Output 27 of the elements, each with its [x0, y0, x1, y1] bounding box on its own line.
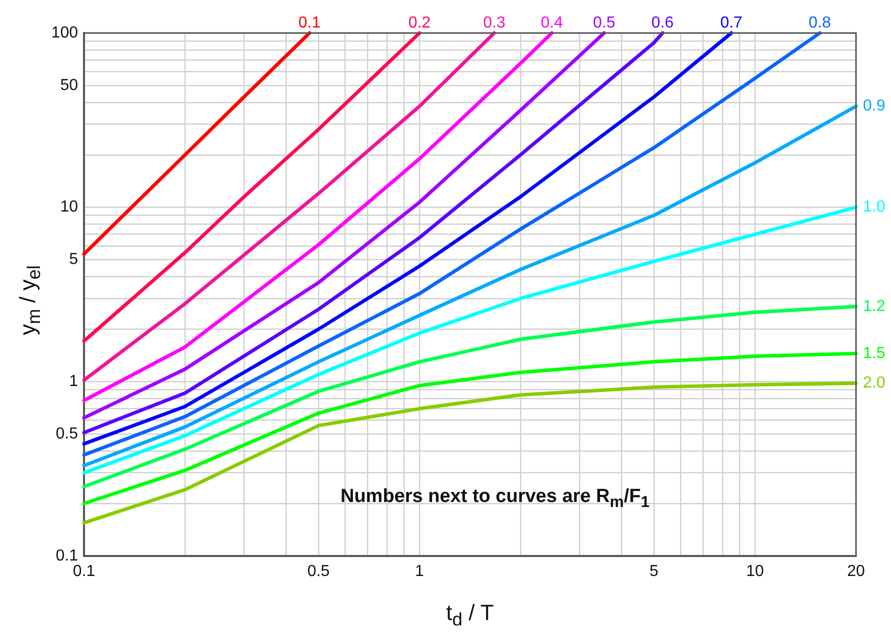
series-label: 1.0 [863, 198, 886, 216]
series-label: 0.4 [540, 14, 564, 32]
y-tick-label: 0.5 [56, 426, 78, 443]
series-label: 2.0 [863, 374, 886, 392]
y-tick-label: 1 [69, 373, 78, 390]
y-tick-label: 5 [69, 251, 78, 268]
x-tick-label: 10 [746, 563, 764, 580]
y-tick-label: 0.1 [56, 547, 78, 564]
series-label: 0.3 [483, 14, 506, 32]
series-label: 0.5 [592, 14, 616, 32]
y-tick-label: 10 [60, 198, 78, 216]
series-label: 0.1 [298, 14, 321, 32]
x-tick-label: 5 [650, 563, 659, 580]
series-label: 0.9 [863, 98, 886, 115]
y-tick-label: 50 [60, 76, 78, 94]
series-label: 0.7 [720, 14, 743, 32]
series-label: 0.8 [808, 14, 832, 32]
x-tick-label: 1 [415, 563, 424, 580]
series-label: 0.2 [408, 14, 431, 32]
x-axis-title: t$_{d}$ / T [445, 600, 495, 630]
y-tick-label: 100 [51, 24, 78, 42]
annotation: Numbers next to curves are R$_{m}$/F$_{1}$ [339, 485, 651, 513]
series-label: 1.2 [863, 298, 886, 315]
x-tick-label: 20 [847, 563, 865, 580]
series-label: 0.6 [651, 14, 674, 32]
x-tick-label: 0.5 [307, 563, 330, 580]
series-label: 1.5 [863, 344, 886, 362]
